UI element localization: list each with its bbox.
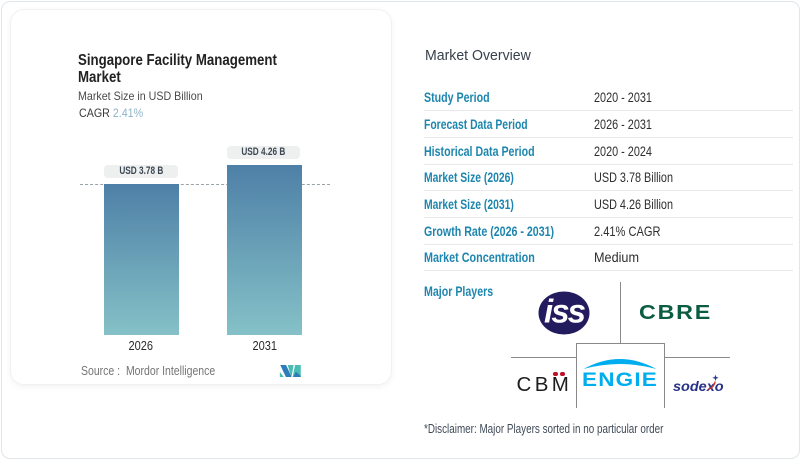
svg-text:ENGIE: ENGIE (582, 370, 658, 388)
svg-text:iss: iss (544, 293, 586, 330)
